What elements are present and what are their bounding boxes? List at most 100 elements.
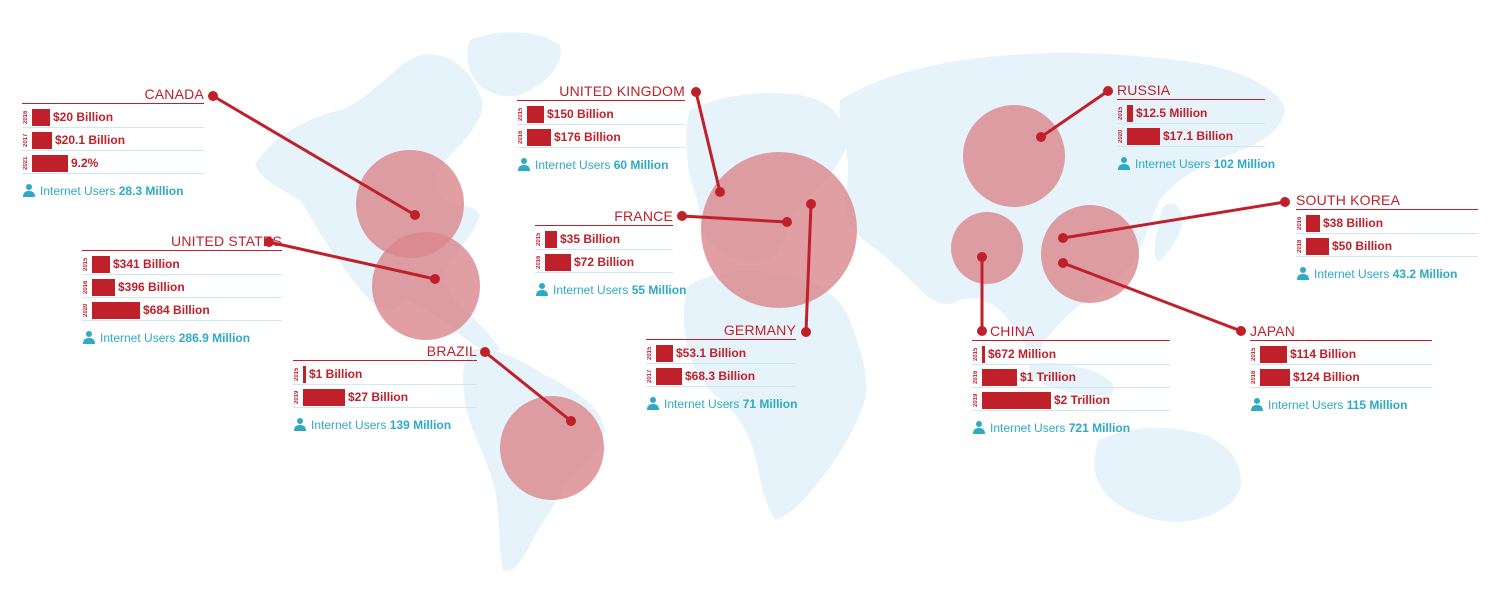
canada-panel: CANADA 2016 $20 Billion 2017 $20.1 Billion 2… [22, 86, 204, 201]
greenland-landmass [467, 32, 561, 97]
brazil-leader [484, 350, 572, 423]
united-states-bar-separator [82, 274, 282, 275]
germany-bar-separator [646, 363, 796, 364]
japan-internet-users: Internet Users 115 Million [1250, 397, 1407, 412]
south-korea-bar-year: 2016 [1297, 216, 1303, 230]
canada-dot-map [410, 210, 420, 220]
russia-bar [1127, 128, 1160, 145]
canada-bar-separator [22, 127, 204, 128]
person-icon [973, 421, 985, 434]
brazil-users-label: Internet Users [311, 418, 387, 432]
china-bar-separator [972, 410, 1170, 411]
france-dot-label [677, 211, 687, 221]
brazil-title-rule [293, 360, 477, 361]
person-icon [294, 418, 306, 431]
united-states-leader [268, 240, 436, 281]
united-states-bar-row: 2020 $684 Billion [82, 299, 282, 321]
canada-bar-value: $20.1 Billion [55, 133, 126, 147]
united-states-dot-map [430, 274, 440, 284]
united-states-name: UNITED STATES [171, 233, 282, 249]
united-kingdom-panel: UNITED KINGDOM 2015 $150 Billion 2016 $176 … [517, 83, 685, 178]
russia-bar-separator [1117, 146, 1265, 147]
france-users-value: 55 Million [631, 283, 687, 297]
canada-bar [32, 109, 50, 126]
germany-bar [656, 368, 682, 385]
united-kingdom-bar-year: 2015 [518, 107, 524, 121]
brazil-bar [303, 389, 345, 406]
united-kingdom-title-rule [517, 100, 685, 101]
japan-panel: JAPAN 2015 $114 Billion 2016 $124 Billion In… [1250, 323, 1432, 418]
canada-internet-users: Internet Users 28.3 Million [22, 183, 183, 198]
brazil-bar-row: 2019 $27 Billion [293, 386, 477, 408]
japan-name: JAPAN [1250, 323, 1296, 339]
brazil-internet-users: Internet Users 139 Million [293, 417, 451, 432]
united-kingdom-bar-separator [517, 124, 685, 125]
germany-leader [804, 203, 813, 333]
germany-title-rule [646, 339, 796, 340]
united-kingdom-users-label: Internet Users [535, 158, 611, 172]
south-korea-internet-users: Internet Users 43.2 Million [1296, 266, 1457, 281]
canada-bar-row: 2016 $20 Billion [22, 106, 204, 128]
russia-bar [1127, 105, 1133, 122]
china-bar-row: 2016 $1 Trillion [972, 366, 1170, 388]
south-korea-users-value: 43.2 Million [1392, 267, 1458, 281]
brazil-bar-year: 2015 [294, 367, 300, 381]
russia-bar-year: 2020 [1118, 129, 1124, 143]
united-states-users-value: 286.9 Million [178, 331, 251, 345]
south-korea-users-label: Internet Users [1314, 267, 1390, 281]
france-title-rule [535, 225, 673, 226]
asia-landmass [839, 53, 1285, 355]
person-icon [23, 184, 35, 197]
france-bar [545, 231, 557, 248]
canada-bar [32, 155, 68, 172]
united-states-bar-separator [82, 297, 282, 298]
united-kingdom-bar-row: 2016 $176 Billion [517, 126, 685, 148]
germany-users-label: Internet Users [664, 397, 740, 411]
russia-bar-value: $17.1 Billion [1163, 129, 1234, 143]
united-kingdom-bar-separator [517, 147, 685, 148]
south-korea-leader [1062, 200, 1286, 240]
united-states-bar-value: $341 Billion [113, 257, 180, 271]
russia-users-label: Internet Users [1135, 157, 1211, 171]
south-korea-bar-row: 2018 $50 Billion [1296, 235, 1478, 257]
person-icon [1251, 398, 1263, 411]
south-korea-bar-year: 2018 [1297, 239, 1303, 253]
france-users-label: Internet Users [553, 283, 629, 297]
europe-bubble [701, 152, 857, 308]
united-kingdom-leader [694, 91, 722, 193]
south-korea-name: SOUTH KOREA [1296, 192, 1401, 208]
brazil-bubble [500, 396, 604, 500]
person-icon [83, 331, 95, 344]
united-states-users-label: Internet Users [100, 331, 176, 345]
canada-leader [212, 94, 416, 217]
germany-dot-map [806, 199, 816, 209]
germany-bar-separator [646, 386, 796, 387]
russia-bar-row: 2020 $17.1 Billion [1117, 125, 1265, 147]
japan-landmass [1154, 203, 1183, 262]
japan-dot-map [1058, 258, 1068, 268]
france-internet-users: Internet Users 55 Million [535, 282, 686, 297]
russia-internet-users: Internet Users 102 Million [1117, 156, 1275, 171]
canada-bar [32, 132, 52, 149]
brazil-bar-value: $27 Billion [348, 390, 409, 404]
france-bar-row: 2015 $35 Billion [535, 228, 673, 250]
south-korea-bar-value: $50 Billion [1332, 239, 1393, 253]
united-states-bar-value: $684 Billion [143, 303, 210, 317]
united-kingdom-users-value: 60 Million [613, 158, 669, 172]
canada-bar-separator [22, 150, 204, 151]
japan-bar-separator [1250, 364, 1432, 365]
united-states-bar-row: 2015 $341 Billion [82, 253, 282, 275]
south-korea-dot-map [1058, 233, 1068, 243]
germany-bar-value: $53.1 Billion [676, 346, 747, 360]
japan-bar-value: $124 Billion [1293, 370, 1360, 384]
canada-bar-value: 9.2% [71, 156, 99, 170]
united-kingdom-bar-value: $176 Billion [554, 130, 621, 144]
japan-bar-year: 2015 [1251, 347, 1257, 361]
south-korea-bar [1306, 215, 1320, 232]
canada-bar-row: 2021 9.2% [22, 152, 204, 174]
south-korea-panel: SOUTH KOREA 2016 $38 Billion 2018 $50 Billi… [1296, 192, 1478, 287]
japan-bar-row: 2016 $124 Billion [1250, 366, 1432, 388]
united-states-bar-row: 2016 $396 Billion [82, 276, 282, 298]
south-korea-bar-value: $38 Billion [1323, 216, 1384, 230]
south-korea-bar-row: 2016 $38 Billion [1296, 212, 1478, 234]
